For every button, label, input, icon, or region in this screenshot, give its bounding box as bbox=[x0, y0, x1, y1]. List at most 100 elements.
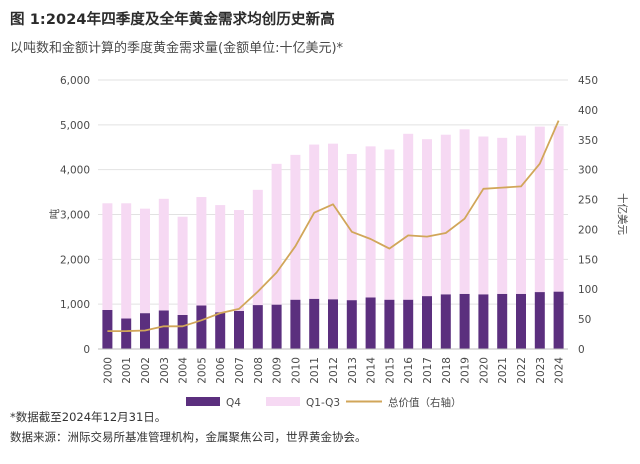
y-tick-label: 0 bbox=[83, 344, 90, 356]
bar-q1-q3 bbox=[440, 134, 451, 295]
y2-tick-label: 150 bbox=[578, 254, 598, 266]
y-axis-title: 吨 bbox=[48, 208, 61, 219]
bar-q1-q3 bbox=[365, 146, 376, 298]
source-note: 数据来源：洲际交易所基准管理机构，金属聚焦公司，世界黄金协会。 bbox=[10, 430, 367, 444]
footnote: *数据截至2024年12月31日。 bbox=[10, 410, 167, 424]
bar-q4 bbox=[177, 314, 188, 349]
bar-q1-q3 bbox=[234, 210, 244, 311]
x-tick-label: 2003 bbox=[159, 357, 171, 384]
bar-q4 bbox=[252, 305, 263, 349]
bar-q1-q3 bbox=[553, 126, 564, 292]
bar-q4 bbox=[196, 305, 207, 349]
bar-q1-q3 bbox=[121, 203, 132, 319]
y-tick-label: 4,000 bbox=[60, 165, 90, 177]
x-tick-label: 2010 bbox=[290, 357, 302, 384]
x-tick-label: 2023 bbox=[535, 357, 547, 384]
x-tick-label: 2021 bbox=[497, 357, 509, 384]
total-value-line bbox=[107, 120, 560, 333]
bar-q4 bbox=[534, 292, 545, 349]
bar-q4 bbox=[234, 310, 244, 349]
x-tick-label: 2015 bbox=[384, 357, 396, 384]
bar-q4 bbox=[459, 293, 470, 349]
bar-q1-q3 bbox=[403, 133, 414, 300]
x-tick-label: 2016 bbox=[403, 357, 415, 384]
bar-q4 bbox=[102, 309, 113, 349]
bar-q4 bbox=[271, 304, 282, 349]
bar-q4 bbox=[158, 310, 169, 349]
x-tick-label: 2017 bbox=[422, 357, 434, 384]
x-tick-label: 2001 bbox=[121, 357, 133, 384]
bar-q1-q3 bbox=[459, 129, 470, 294]
bar-q4 bbox=[215, 312, 226, 349]
x-tick-label: 2004 bbox=[178, 357, 190, 384]
bar-q1-q3 bbox=[252, 189, 263, 306]
bar-q1-q3 bbox=[516, 135, 526, 294]
bar-q4 bbox=[478, 294, 489, 349]
bar-q1-q3 bbox=[140, 208, 150, 314]
y-tick-label: 6,000 bbox=[60, 75, 90, 87]
chart-title: 图 1:2024年四季度及全年黄金需求均创历史新高 bbox=[10, 12, 335, 28]
y2-axis-title: 十亿美元 bbox=[616, 193, 629, 235]
legend-label-q1-q3: Q1-Q3 bbox=[306, 397, 340, 409]
bar-q1-q3 bbox=[215, 205, 226, 313]
legend-label-q4: Q4 bbox=[226, 397, 241, 409]
bar-q4 bbox=[121, 318, 132, 349]
x-tick-label: 2000 bbox=[102, 357, 114, 384]
bar-q1-q3 bbox=[158, 198, 169, 311]
y2-tick-label: 250 bbox=[578, 195, 598, 207]
y-tick-label: 2,000 bbox=[60, 254, 90, 266]
y2-tick-label: 450 bbox=[578, 75, 598, 87]
bar-q1-q3 bbox=[102, 203, 113, 310]
bar-q4 bbox=[309, 298, 320, 349]
bar-q4 bbox=[440, 294, 451, 349]
y-tick-label: 3,000 bbox=[60, 210, 90, 222]
x-tick-label: 2013 bbox=[347, 357, 359, 384]
bar-q1-q3 bbox=[534, 126, 545, 293]
y2-tick-label: 0 bbox=[578, 344, 585, 356]
bar-q1-q3 bbox=[309, 144, 320, 299]
x-tick-label: 2008 bbox=[253, 357, 265, 384]
x-tick-label: 2009 bbox=[272, 357, 284, 384]
x-tick-label: 2024 bbox=[554, 357, 566, 384]
bar-q4 bbox=[346, 300, 357, 349]
bar-q4 bbox=[403, 299, 414, 349]
y-tick-label: 5,000 bbox=[60, 120, 90, 132]
x-tick-label: 2019 bbox=[460, 357, 472, 384]
y2-tick-label: 50 bbox=[578, 314, 591, 326]
x-tick-label: 2012 bbox=[328, 357, 340, 384]
y2-tick-label: 350 bbox=[578, 135, 598, 147]
bar-q1-q3 bbox=[422, 139, 432, 297]
bar-q1-q3 bbox=[384, 149, 395, 300]
bar-q4 bbox=[365, 297, 376, 349]
bar-q4 bbox=[328, 299, 338, 349]
bar-q1-q3 bbox=[196, 197, 207, 306]
bar-q4 bbox=[516, 293, 526, 349]
x-tick-label: 2005 bbox=[196, 357, 208, 384]
bar-q4 bbox=[384, 299, 395, 349]
x-tick-label: 2006 bbox=[215, 357, 227, 384]
y2-tick-label: 200 bbox=[578, 224, 598, 236]
y2-tick-label: 300 bbox=[578, 165, 598, 177]
x-tick-label: 2011 bbox=[309, 357, 321, 384]
bar-q1-q3 bbox=[346, 153, 357, 301]
x-tick-label: 2014 bbox=[366, 357, 378, 384]
bar-q1-q3 bbox=[290, 154, 301, 300]
x-tick-label: 2022 bbox=[516, 357, 528, 384]
chart-subtitle: 以吨数和金额计算的季度黄金需求量(金额单位:十亿美元)* bbox=[10, 41, 344, 56]
bar-q4 bbox=[553, 291, 564, 349]
legend-swatch-q4 bbox=[186, 397, 220, 406]
x-tick-label: 2002 bbox=[140, 357, 152, 384]
y-tick-label: 1,000 bbox=[60, 299, 90, 311]
bar-q1-q3 bbox=[177, 216, 188, 315]
y2-tick-label: 400 bbox=[578, 105, 598, 117]
x-tick-label: 2007 bbox=[234, 357, 246, 384]
x-tick-label: 2018 bbox=[441, 357, 453, 384]
bar-q1-q3 bbox=[328, 143, 338, 300]
bar-q1-q3 bbox=[271, 163, 282, 305]
legend-swatch-q1-q3 bbox=[266, 397, 300, 406]
bar-q1-q3 bbox=[478, 136, 489, 295]
x-tick-label: 2020 bbox=[478, 357, 490, 384]
bar-q4 bbox=[497, 293, 508, 349]
